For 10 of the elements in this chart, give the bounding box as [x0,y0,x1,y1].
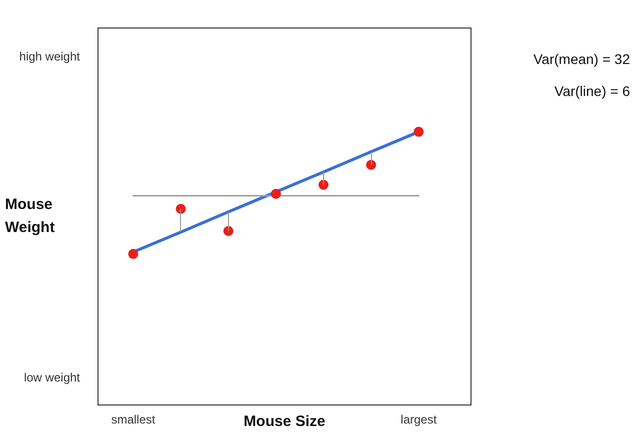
text: Var(mean) = 32 [533,50,630,67]
point [414,126,424,137]
x-axis-title: Mouse Size [244,413,326,430]
x-tick-label: largest [400,412,438,427]
y-axis-title: Mouse Weight [5,196,55,236]
point [128,248,138,259]
text: low weight [24,370,81,384]
text: high weight [19,49,81,64]
x-tick-label: smallest [111,412,156,427]
text: Var(line) = 6 [554,82,630,99]
